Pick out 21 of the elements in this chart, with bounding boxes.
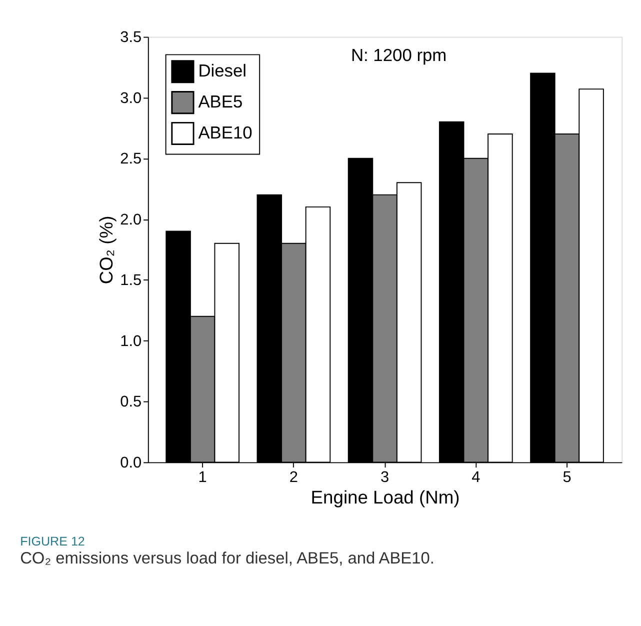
x-tick-label: 3 [380,469,390,486]
x-axis-title: Engine Load (Nm) [310,486,460,508]
y-tick-label: 0.5 [120,394,142,411]
x-tick-label: 2 [289,469,298,486]
y-tick-label: 3.0 [120,90,142,107]
caption: FIGURE 12 [20,534,85,548]
y-tick-label: 1.0 [120,332,142,350]
text: CO₂ emissions versus load for diesel, ABE5, and ABE10. [20,550,434,568]
y-tick-label: 1.5 [120,272,142,290]
x-tick-label: 4 [472,469,481,486]
y-tick-label: 2.0 [120,211,142,228]
x-tick-label: 1 [198,469,207,486]
x-tick-label: 5 [562,469,572,486]
y-tick-label: 2.5 [120,150,142,168]
y-tick-label: 0.0 [120,454,142,472]
legend-label: ABE5 [198,91,243,112]
annotation: N: 1200 rpm [350,44,447,65]
y-tick-label: 3.5 [120,29,142,46]
legend-label: ABE10 [198,122,252,142]
y-axis-title: CO₂ (%) [95,216,116,284]
legend-label: Diesel [198,60,247,80]
